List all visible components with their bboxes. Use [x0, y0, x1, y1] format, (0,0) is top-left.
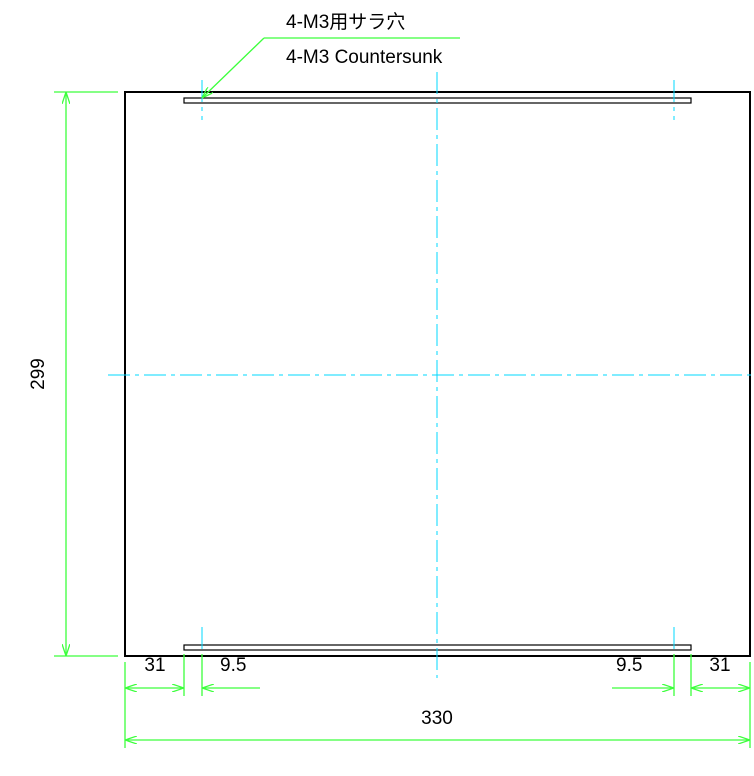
left-edge-dimension-label: 31: [144, 655, 165, 676]
callout-text-jp: 4-M3用サラ穴: [286, 11, 405, 33]
callout-leader: [202, 37, 265, 98]
right-edge-dimension-label: 31: [709, 655, 730, 676]
callout-text-en: 4-M3 Countersunk: [286, 47, 443, 68]
width-dimension-label: 330: [421, 708, 453, 729]
right-hole-dimension-label: 9.5: [616, 655, 642, 676]
left-hole-dimension-label: 9.5: [220, 655, 246, 676]
height-dimension-label: 299: [28, 358, 49, 390]
